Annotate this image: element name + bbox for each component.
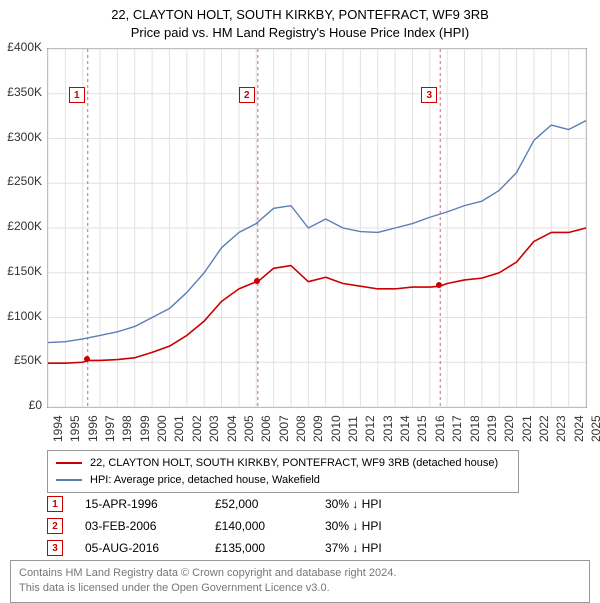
chart-marker: 1 xyxy=(69,87,85,103)
footer-line-2: This data is licensed under the Open Gov… xyxy=(19,581,581,596)
chart-svg xyxy=(48,49,586,407)
sales-row: 3 05-AUG-2016£135,00037% ↓ HPI xyxy=(47,537,435,559)
sales-marker: 2 xyxy=(47,518,63,534)
chart-title-2: Price paid vs. HM Land Registry's House … xyxy=(0,24,600,42)
x-tick-label: 1995 xyxy=(68,415,82,442)
y-tick-label: £100K xyxy=(0,309,42,323)
sales-delta: 30% ↓ HPI xyxy=(325,519,435,533)
y-tick-label: £400K xyxy=(0,40,42,54)
y-tick-label: £300K xyxy=(0,130,42,144)
sales-delta: 37% ↓ HPI xyxy=(325,541,435,555)
legend-swatch xyxy=(56,479,82,481)
x-tick-label: 2015 xyxy=(415,415,429,442)
x-tick-label: 1996 xyxy=(86,415,100,442)
x-tick-label: 2002 xyxy=(190,415,204,442)
chart-plot-area xyxy=(47,48,587,408)
x-tick-label: 2010 xyxy=(329,415,343,442)
x-tick-label: 2013 xyxy=(381,415,395,442)
x-tick-label: 2008 xyxy=(294,415,308,442)
legend-label: HPI: Average price, detached house, Wake… xyxy=(90,472,320,489)
sales-date: 03-FEB-2006 xyxy=(85,519,215,533)
x-tick-label: 2014 xyxy=(398,415,412,442)
x-tick-label: 2005 xyxy=(242,415,256,442)
x-tick-label: 2011 xyxy=(346,416,360,442)
footer-line-1: Contains HM Land Registry data © Crown c… xyxy=(19,566,581,581)
sale-dot xyxy=(254,278,260,284)
x-tick-label: 2001 xyxy=(172,415,186,442)
y-tick-label: £50K xyxy=(0,353,42,367)
x-tick-label: 2020 xyxy=(502,415,516,442)
x-tick-label: 2019 xyxy=(485,415,499,442)
figure-root: 22, CLAYTON HOLT, SOUTH KIRKBY, PONTEFRA… xyxy=(0,0,600,590)
sales-table: 1 15-APR-1996£52,00030% ↓ HPI 2 03-FEB-2006… xyxy=(47,493,435,559)
x-tick-label: 2025 xyxy=(589,415,600,442)
chart-title-1: 22, CLAYTON HOLT, SOUTH KIRKBY, PONTEFRA… xyxy=(0,6,600,24)
legend: 22, CLAYTON HOLT, SOUTH KIRKBY, PONTEFRA… xyxy=(47,450,519,493)
sales-date: 05-AUG-2016 xyxy=(85,541,215,555)
y-tick-label: £200K xyxy=(0,219,42,233)
y-tick-label: £350K xyxy=(0,85,42,99)
x-tick-label: 2023 xyxy=(554,415,568,442)
x-tick-label: 2017 xyxy=(450,415,464,442)
chart-marker: 2 xyxy=(239,87,255,103)
x-tick-label: 2022 xyxy=(537,415,551,442)
x-tick-label: 1994 xyxy=(51,415,65,442)
x-tick-label: 1997 xyxy=(103,415,117,442)
x-tick-label: 2000 xyxy=(155,415,169,442)
sales-row: 2 03-FEB-2006£140,00030% ↓ HPI xyxy=(47,515,435,537)
x-tick-label: 1999 xyxy=(138,415,152,442)
x-tick-label: 2006 xyxy=(259,415,273,442)
x-tick-label: 2004 xyxy=(225,415,239,442)
sales-marker: 1 xyxy=(47,496,63,512)
footer-attribution: Contains HM Land Registry data © Crown c… xyxy=(10,560,590,603)
x-tick-label: 1998 xyxy=(120,415,134,442)
sales-date: 15-APR-1996 xyxy=(85,497,215,511)
sales-price: £52,000 xyxy=(215,497,325,511)
sales-row: 1 15-APR-1996£52,00030% ↓ HPI xyxy=(47,493,435,515)
x-tick-label: 2016 xyxy=(433,415,447,442)
legend-label: 22, CLAYTON HOLT, SOUTH KIRKBY, PONTEFRA… xyxy=(90,455,498,472)
sales-price: £135,000 xyxy=(215,541,325,555)
sales-marker: 3 xyxy=(47,540,63,556)
y-tick-label: £0 xyxy=(0,398,42,412)
chart-titles: 22, CLAYTON HOLT, SOUTH KIRKBY, PONTEFRA… xyxy=(0,0,600,41)
legend-swatch xyxy=(56,462,82,464)
x-tick-label: 2007 xyxy=(277,415,291,442)
legend-item: 22, CLAYTON HOLT, SOUTH KIRKBY, PONTEFRA… xyxy=(56,455,510,472)
chart-marker: 3 xyxy=(421,87,437,103)
y-tick-label: £250K xyxy=(0,174,42,188)
x-tick-label: 2021 xyxy=(520,415,534,442)
legend-item: HPI: Average price, detached house, Wake… xyxy=(56,472,510,489)
x-tick-label: 2024 xyxy=(572,415,586,442)
x-tick-label: 2018 xyxy=(468,415,482,442)
x-tick-label: 2009 xyxy=(311,415,325,442)
x-tick-label: 2003 xyxy=(207,415,221,442)
sales-price: £140,000 xyxy=(215,519,325,533)
y-tick-label: £150K xyxy=(0,264,42,278)
sales-delta: 30% ↓ HPI xyxy=(325,497,435,511)
x-tick-label: 2012 xyxy=(363,415,377,442)
